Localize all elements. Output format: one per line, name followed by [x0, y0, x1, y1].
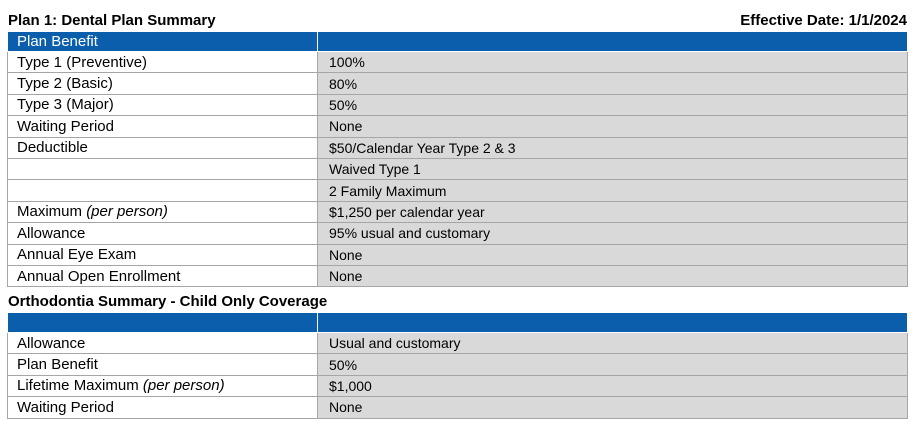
row-value: $50/Calendar Year Type 2 & 3 [317, 136, 908, 159]
effective-date: Effective Date: 1/1/2024 [740, 12, 907, 29]
row-label: Lifetime Maximum (per person) [7, 374, 318, 398]
row-value: None [317, 243, 908, 266]
table-row: Maximum (per person) $1,250 per calendar… [7, 200, 908, 224]
table-row: Type 2 (Basic) 80% [7, 72, 908, 95]
row-label: Allowance [7, 331, 318, 355]
table-row: Plan Benefit 50% [7, 353, 908, 376]
table-row: Lifetime Maximum (per person) $1,000 [7, 374, 908, 398]
dental-title-row: Plan 1: Dental Plan Summary Effective Da… [8, 11, 907, 31]
table-row: Type 1 (Preventive) 100% [7, 50, 908, 74]
row-label: Plan Benefit [7, 353, 318, 376]
row-value: 50% [317, 93, 908, 117]
row-label [7, 157, 318, 181]
table-row: 2 Family Maximum [7, 179, 908, 202]
table-row: Waiting Period None [7, 115, 908, 138]
table-row: Waiting Period None [7, 396, 908, 419]
header-cell-benefit [7, 312, 318, 333]
row-label: Maximum (per person) [7, 200, 318, 224]
dental-summary-table: Plan Benefit Type 1 (Preventive) 100% Ty… [7, 31, 908, 288]
row-label: Type 1 (Preventive) [7, 50, 318, 74]
table-row: Type 3 (Major) 50% [7, 93, 908, 117]
table-row: Annual Open Enrollment None [7, 264, 908, 288]
row-value: 2 Family Maximum [317, 179, 908, 202]
label-note: (per person) [142, 377, 225, 395]
row-label: Annual Eye Exam [7, 243, 318, 266]
row-label: Allowance [7, 222, 318, 245]
table-header-row [7, 312, 908, 333]
row-value: Waived Type 1 [317, 157, 908, 181]
label-text: Maximum [17, 203, 83, 221]
header-cell-value [317, 312, 908, 333]
header-cell-value [317, 31, 908, 52]
label-note: (per person) [86, 203, 168, 221]
table-row: Allowance Usual and customary [7, 331, 908, 355]
ortho-title: Orthodontia Summary - Child Only Coverag… [8, 293, 328, 310]
row-value: None [317, 264, 908, 288]
row-value: 80% [317, 72, 908, 95]
header-cell-benefit: Plan Benefit [7, 31, 318, 52]
table-row: Annual Eye Exam None [7, 243, 908, 266]
row-label: Type 3 (Major) [7, 93, 318, 117]
row-value: 95% usual and customary [317, 222, 908, 245]
row-label: Waiting Period [7, 396, 318, 419]
row-label [7, 179, 318, 202]
table-row: Waived Type 1 [7, 157, 908, 181]
table-row: Deductible $50/Calendar Year Type 2 & 3 [7, 136, 908, 159]
row-label: Deductible [7, 136, 318, 159]
row-value: $1,250 per calendar year [317, 200, 908, 224]
dental-plan-title: Plan 1: Dental Plan Summary [8, 12, 216, 29]
row-label: Type 2 (Basic) [7, 72, 318, 95]
row-label: Waiting Period [7, 115, 318, 138]
ortho-summary-table: Allowance Usual and customary Plan Benef… [7, 312, 908, 419]
row-value: None [317, 396, 908, 419]
row-value: $1,000 [317, 374, 908, 398]
row-label: Annual Open Enrollment [7, 264, 318, 288]
row-value: 100% [317, 50, 908, 74]
table-row: Allowance 95% usual and customary [7, 222, 908, 245]
ortho-title-row: Orthodontia Summary - Child Only Coverag… [8, 292, 907, 312]
row-value: Usual and customary [317, 331, 908, 355]
table-header-row: Plan Benefit [7, 31, 908, 52]
row-value: 50% [317, 353, 908, 376]
label-text: Lifetime Maximum [17, 377, 139, 395]
row-value: None [317, 115, 908, 138]
